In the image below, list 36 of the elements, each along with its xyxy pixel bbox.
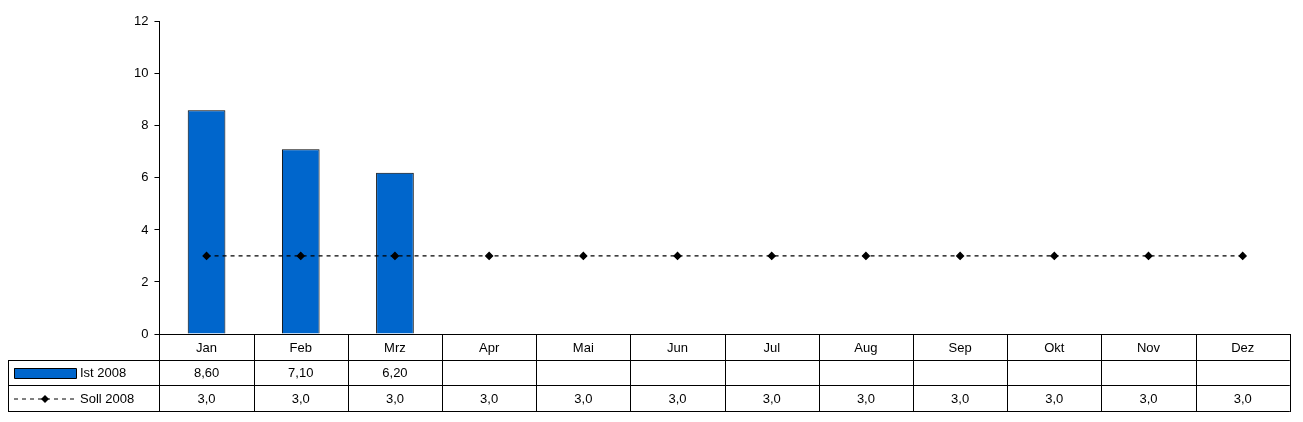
data-label: 3,0 [951, 390, 970, 406]
data-label: 3,0 [480, 390, 499, 406]
y-tick-label: 2 [141, 273, 149, 289]
x-tick-label: Mrz [384, 340, 406, 356]
x-tick-label: Okt [1044, 340, 1065, 356]
x-tick-label: Mai [572, 340, 594, 356]
x-tick-label: Apr [479, 340, 500, 356]
y-tick-label: 6 [141, 169, 149, 185]
data-label: 3,0 [1139, 390, 1158, 406]
data-label: 3,0 [1045, 390, 1064, 406]
y-tick-label: 10 [133, 65, 149, 81]
x-tick-label: Jan [196, 340, 218, 356]
data-label: 3,0 [762, 390, 781, 406]
data-label: 3,0 [856, 390, 875, 406]
legend-label: Ist 2008 [80, 364, 127, 380]
y-tick-label: 12 [133, 13, 149, 29]
data-label: 3,0 [385, 390, 404, 406]
x-tick-label: Sep [948, 340, 972, 356]
y-tick-label: 8 [141, 117, 149, 133]
x-tick-label: Jun [667, 340, 689, 356]
legend-label: Soll 2008 [80, 390, 135, 406]
x-tick-label: Feb [289, 340, 312, 356]
x-tick-label: Dez [1231, 340, 1255, 356]
data-label: 6,20 [382, 364, 408, 380]
x-tick-label: Jul [763, 340, 781, 356]
data-label: 3,0 [574, 390, 593, 406]
x-tick-label: Nov [1136, 340, 1161, 356]
y-tick-label: 0 [141, 325, 149, 341]
y-tick-label: 4 [141, 221, 149, 237]
data-label: 3,0 [668, 390, 687, 406]
x-tick-label: Aug [854, 340, 878, 356]
data-label: 7,10 [288, 364, 314, 380]
data-label: 3,0 [291, 390, 310, 406]
data-label: 8,60 [193, 364, 220, 380]
data-label: 3,0 [197, 390, 216, 406]
data-label: 3,0 [1233, 390, 1252, 406]
